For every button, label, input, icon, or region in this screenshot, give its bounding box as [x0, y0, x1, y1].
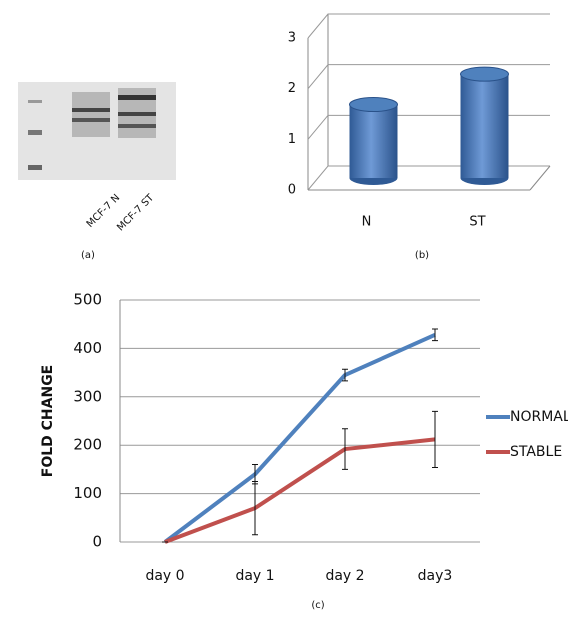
x-tick-label: ST — [469, 215, 485, 230]
y-axis-label: FOLD CHANGE — [40, 365, 56, 477]
bar — [350, 105, 398, 178]
panel-caption: (b) — [415, 250, 429, 261]
x-tick-label: day3 — [418, 568, 453, 584]
x-tick-label: N — [362, 215, 372, 230]
y-tick-label: 3 — [288, 31, 296, 46]
y-tick-label: 2 — [288, 81, 296, 96]
gel-band — [72, 108, 110, 112]
x-tick-label: day 0 — [145, 568, 184, 584]
x-tick-label: day 1 — [235, 568, 274, 584]
gel-band — [118, 95, 156, 100]
gel-lane — [72, 92, 110, 137]
y-tick-label: 200 — [73, 436, 102, 454]
grid-line — [308, 65, 550, 89]
gel-band — [28, 130, 42, 135]
y-tick-label: 1 — [288, 132, 296, 147]
gel-band — [72, 118, 110, 122]
y-tick-label: 400 — [73, 339, 102, 357]
y-tick-label: 500 — [73, 291, 102, 309]
gel-band — [28, 165, 42, 170]
y-tick-label: 100 — [73, 484, 102, 502]
bar-top — [461, 67, 509, 81]
grid-line — [308, 166, 550, 190]
lane-label: MCF-7 ST — [115, 192, 157, 234]
gel-image — [18, 82, 176, 180]
panel-caption: (c) — [311, 600, 324, 611]
y-tick-label: 0 — [288, 183, 296, 198]
series-line — [165, 439, 435, 542]
y-tick-label: 0 — [92, 533, 102, 551]
grid-line — [308, 115, 550, 139]
series-line — [165, 335, 435, 542]
gel-band — [118, 112, 156, 116]
panel-caption: (a) — [81, 250, 95, 261]
x-tick-label: day 2 — [325, 568, 364, 584]
floor-line — [530, 166, 550, 190]
figure: MCF-7 N MCF-7 ST (a) 0123NST(b)010020030… — [0, 0, 568, 623]
gel-band — [118, 124, 156, 128]
legend-label: NORMAL — [510, 409, 568, 425]
gel-band — [28, 100, 42, 103]
y-tick-label: 300 — [73, 387, 102, 405]
legend-label: STABLE — [510, 444, 562, 460]
grid-line — [308, 14, 550, 38]
bar — [461, 74, 509, 178]
bar-top — [350, 98, 398, 112]
